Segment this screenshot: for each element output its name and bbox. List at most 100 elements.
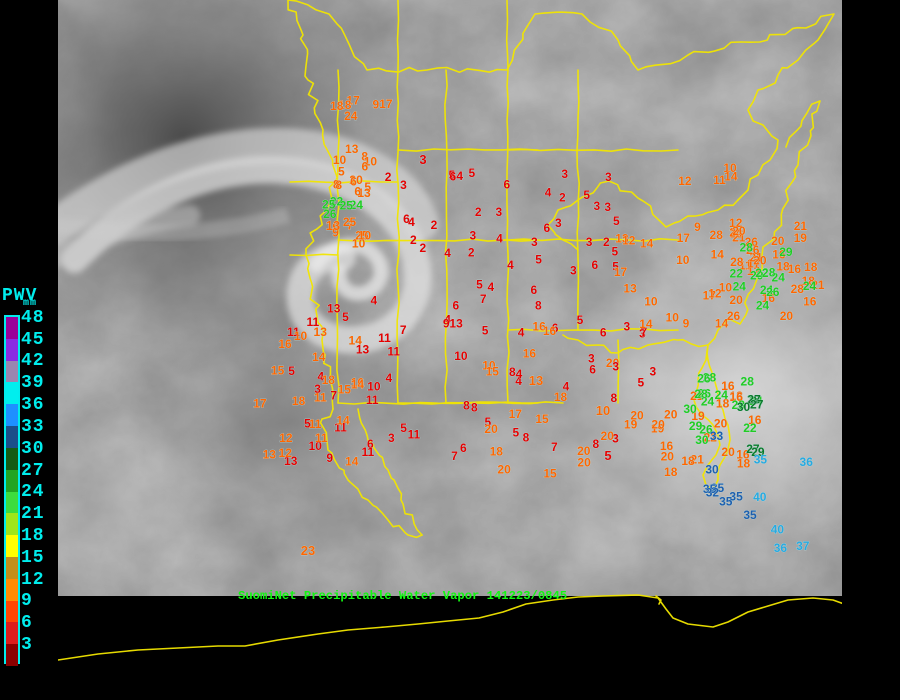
svg-text:3: 3 [470,228,477,242]
svg-text:14: 14 [711,248,725,262]
svg-text:18: 18 [330,99,344,113]
svg-text:11: 11 [315,431,328,445]
svg-text:4: 4 [456,169,463,183]
svg-text:32: 32 [706,485,720,499]
svg-text:8: 8 [611,391,618,405]
svg-text:2: 2 [410,233,417,247]
svg-text:17: 17 [379,97,393,111]
svg-text:8: 8 [592,437,599,451]
svg-text:35: 35 [719,495,733,509]
svg-text:4: 4 [408,215,415,229]
svg-text:18: 18 [737,457,751,471]
svg-text:36: 36 [774,541,788,555]
svg-text:3: 3 [561,167,568,181]
svg-text:13: 13 [327,301,341,315]
svg-text:9: 9 [443,316,450,330]
svg-text:15: 15 [486,365,500,379]
svg-text:19: 19 [794,231,808,245]
svg-text:20: 20 [577,444,591,458]
svg-text:20: 20 [630,409,644,423]
svg-text:20: 20 [497,463,511,477]
svg-text:5: 5 [400,421,407,435]
svg-text:8: 8 [523,431,530,445]
svg-text:12: 12 [279,446,293,460]
svg-text:11: 11 [366,393,379,407]
svg-text:11: 11 [387,344,400,358]
svg-text:2: 2 [468,246,475,260]
svg-text:8: 8 [535,298,542,312]
svg-text:4: 4 [385,371,392,385]
svg-text:2: 2 [431,218,438,232]
svg-text:22: 22 [730,266,744,280]
svg-text:27: 27 [750,398,764,412]
svg-text:26: 26 [766,285,780,299]
svg-text:5: 5 [513,426,520,440]
svg-text:10: 10 [676,253,690,267]
svg-text:20: 20 [651,417,665,431]
svg-text:20: 20 [721,445,735,459]
svg-text:9: 9 [683,316,690,330]
svg-text:5: 5 [613,214,620,228]
svg-text:5: 5 [535,253,542,267]
svg-text:12: 12 [708,287,722,301]
svg-text:6: 6 [531,283,538,297]
svg-text:4: 4 [518,326,525,340]
svg-text:13: 13 [263,448,277,462]
svg-text:13: 13 [314,325,328,339]
svg-text:6: 6 [503,178,510,192]
svg-text:30: 30 [705,463,719,477]
svg-text:6: 6 [592,258,599,272]
svg-text:18: 18 [490,444,504,458]
svg-text:18: 18 [664,465,678,479]
svg-text:35: 35 [754,453,768,467]
svg-text:5: 5 [637,375,644,389]
svg-text:11: 11 [314,391,327,405]
svg-text:12: 12 [678,174,692,188]
svg-text:20: 20 [664,407,678,421]
svg-text:3: 3 [400,178,407,192]
svg-text:28: 28 [740,241,754,255]
svg-text:2: 2 [475,205,482,219]
svg-text:16: 16 [803,295,817,309]
svg-text:24: 24 [756,299,770,313]
svg-text:30: 30 [737,400,751,414]
svg-text:4: 4 [488,280,495,294]
svg-text:5: 5 [468,166,475,180]
svg-text:40: 40 [753,490,767,504]
svg-text:22: 22 [755,266,769,280]
svg-text:7: 7 [400,323,407,337]
svg-text:14: 14 [345,455,359,469]
svg-text:18: 18 [292,394,306,408]
svg-text:8: 8 [335,178,342,192]
svg-text:16: 16 [278,337,292,351]
svg-text:28: 28 [710,228,724,242]
svg-text:9: 9 [326,451,333,465]
svg-text:10: 10 [596,403,610,418]
svg-text:8: 8 [463,398,470,412]
svg-text:33: 33 [710,429,724,443]
svg-text:24: 24 [803,279,817,293]
svg-text:2: 2 [419,241,426,255]
svg-text:14: 14 [349,334,363,348]
svg-text:2: 2 [603,235,610,249]
svg-text:3: 3 [531,235,538,249]
svg-text:16: 16 [660,439,674,453]
svg-text:18: 18 [554,390,568,404]
svg-text:5: 5 [612,245,619,259]
svg-text:20: 20 [729,293,743,307]
svg-text:3: 3 [649,364,656,378]
svg-text:37: 37 [796,539,810,553]
svg-text:4: 4 [444,246,451,260]
svg-text:24: 24 [715,388,729,402]
svg-text:10: 10 [454,349,468,363]
svg-text:3: 3 [388,431,395,445]
svg-text:3: 3 [588,352,595,366]
svg-text:15: 15 [535,412,549,426]
svg-text:16: 16 [523,346,537,360]
svg-text:25: 25 [340,199,354,213]
svg-text:4: 4 [507,258,514,272]
svg-text:18: 18 [804,260,818,274]
svg-text:14: 14 [312,350,326,364]
svg-text:6: 6 [362,159,369,173]
svg-text:25: 25 [322,198,336,212]
